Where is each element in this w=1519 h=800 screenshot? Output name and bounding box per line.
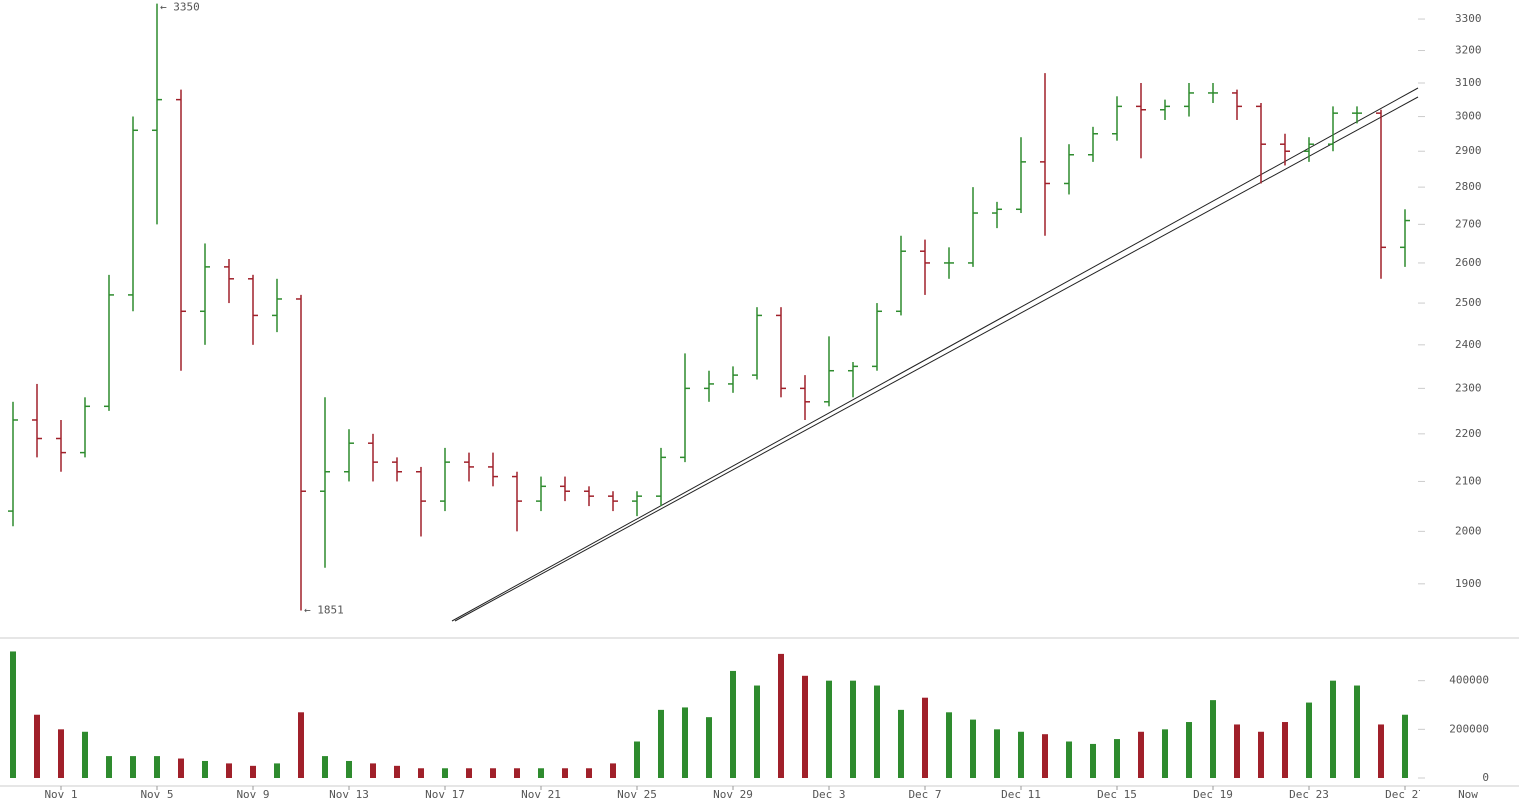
volume-bar (226, 763, 232, 778)
x-tick-label: Dec 11 (1001, 788, 1041, 800)
volume-bar (1210, 700, 1216, 778)
volume-bar (994, 729, 1000, 778)
y-tick-label: 2800 (1455, 180, 1482, 193)
y-tick-label: 2100 (1455, 474, 1482, 487)
volume-bar (1402, 714, 1408, 778)
volume-bar (34, 714, 40, 778)
volume-bar (1282, 722, 1288, 778)
volume-bar (874, 685, 880, 778)
x-tick-label: Nov 9 (236, 788, 269, 800)
volume-bar (586, 768, 592, 778)
volume-bar (10, 651, 16, 778)
volume-bar (1234, 724, 1240, 778)
y-tick-label: 2200 (1455, 427, 1482, 440)
volume-bar (1138, 731, 1144, 778)
volume-bar (298, 712, 304, 778)
volume-bar (538, 768, 544, 778)
volume-bar (802, 675, 808, 778)
x-tick-label: Dec 15 (1097, 788, 1137, 800)
volume-bar (946, 712, 952, 778)
x-tick-label: Nov 25 (617, 788, 657, 800)
y-tick-label: 3200 (1455, 44, 1482, 57)
volume-bar (898, 709, 904, 778)
volume-bar (1378, 724, 1384, 778)
volume-bar (634, 741, 640, 778)
volume-bar (442, 768, 448, 778)
volume-bar (202, 760, 208, 778)
y-tick-label: 3300 (1455, 12, 1482, 25)
volume-bar (562, 768, 568, 778)
volume-bar (178, 758, 184, 778)
volume-bar (1258, 731, 1264, 778)
x-tick-label: Dec 7 (908, 788, 941, 800)
now-label: Now (1458, 788, 1478, 800)
volume-bar (1162, 729, 1168, 778)
volume-bar (250, 765, 256, 778)
y-tick-label: 2600 (1455, 256, 1482, 269)
trend-line (451, 87, 1419, 622)
x-tick-label: Nov 13 (329, 788, 369, 800)
volume-bar (1114, 739, 1120, 778)
volume-bar (106, 756, 112, 778)
volume-bar (850, 680, 856, 778)
volume-bar (1186, 722, 1192, 778)
volume-bar (1090, 743, 1096, 778)
volume-bar (418, 768, 424, 778)
volume-bar (1018, 731, 1024, 778)
volume-bar (370, 763, 376, 778)
volume-bar (658, 709, 664, 778)
x-tick-label: Nov 21 (521, 788, 561, 800)
x-tick-label: Dec 23 (1289, 788, 1329, 800)
volume-bar (514, 768, 520, 778)
volume-bar (1354, 685, 1360, 778)
annotation: ← 1851 (304, 604, 344, 617)
y-tick-label: 2400 (1455, 338, 1482, 351)
volume-bar (754, 685, 760, 778)
y-tick-label: 1900 (1455, 577, 1482, 590)
x-tick-label: Nov 17 (425, 788, 465, 800)
x-tick-label: Dec 19 (1193, 788, 1233, 800)
x-tick-label: Nov 5 (140, 788, 173, 800)
y-tick-label: 2700 (1455, 217, 1482, 230)
volume-bar (730, 670, 736, 778)
x-tick-label: Nov 1 (44, 788, 77, 800)
volume-bar (970, 719, 976, 778)
volume-bar (130, 756, 136, 778)
volume-bar (682, 707, 688, 778)
volume-tick-label: 400000 (1449, 674, 1489, 687)
volume-bar (490, 768, 496, 778)
volume-bar (154, 756, 160, 778)
y-tick-label: 2300 (1455, 381, 1482, 394)
volume-tick-label: 200000 (1449, 722, 1489, 735)
volume-bar (1330, 680, 1336, 778)
y-tick-label: 3100 (1455, 76, 1482, 89)
volume-bar (466, 768, 472, 778)
volume-bar (58, 729, 64, 778)
volume-bar (778, 653, 784, 778)
x-axis: Nov 1 Nov 5 Nov 9 Nov 13 Nov 17 Nov 21 Nov 25 N… (44, 788, 1425, 800)
y-tick-label: 2000 (1455, 524, 1482, 537)
volume-bar (1306, 702, 1312, 778)
volume-bar (1066, 741, 1072, 778)
y-tick-label: 2500 (1455, 296, 1482, 309)
volume-bar (706, 717, 712, 778)
trend-line (454, 96, 1419, 622)
x-tick-label: Dec 27 (1385, 788, 1425, 800)
volume-bar (274, 763, 280, 778)
volume-bar (1042, 734, 1048, 778)
x-tick-label: Nov 29 (713, 788, 753, 800)
volume-bar (82, 731, 88, 778)
volume-bar (922, 697, 928, 778)
y-tick-label: 2900 (1455, 144, 1482, 157)
volume-tick-label: 0 (1482, 771, 1489, 784)
volume-bar (394, 765, 400, 778)
volume-bar (346, 760, 352, 778)
volume-bar (322, 756, 328, 778)
volume-bar (610, 763, 616, 778)
y-tick-label: 3000 (1455, 110, 1482, 123)
x-tick-label: Dec 3 (812, 788, 845, 800)
annotation: ← 3350 (160, 1, 200, 14)
volume-bar (826, 680, 832, 778)
